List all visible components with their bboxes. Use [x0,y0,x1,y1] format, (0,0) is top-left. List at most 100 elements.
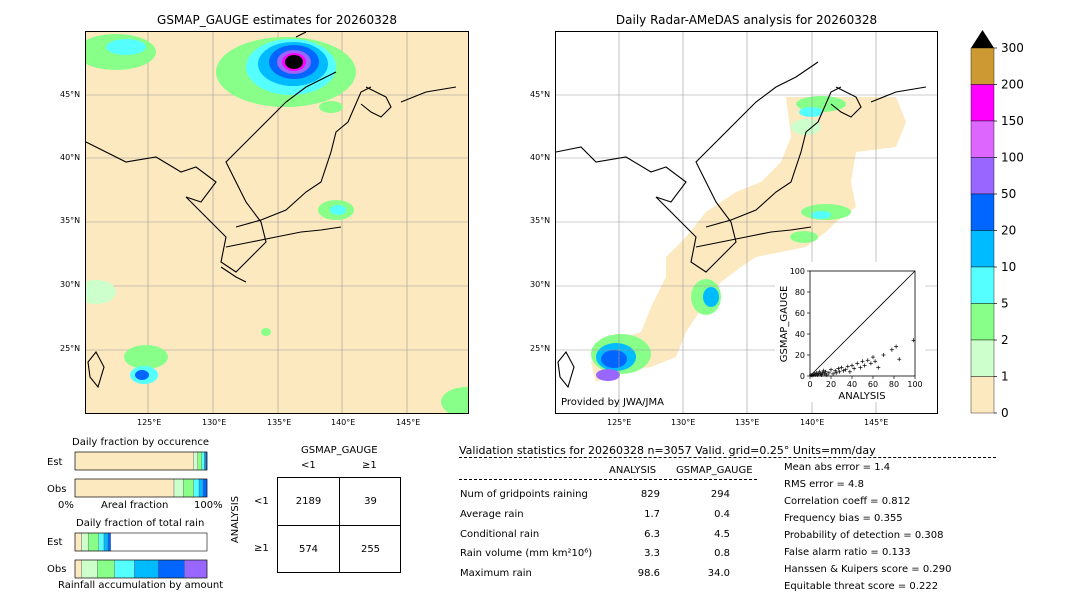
stacked-bar-segment [81,532,89,552]
colorbar-label: 150 [1001,114,1024,128]
left-map-lon-label: 125°E [137,418,162,427]
stat-gsmap: 294 [710,489,730,500]
right-map-lat-label: 25°N [530,344,551,353]
validation-header: Validation statistics for 20260328 n=305… [459,444,876,457]
scatter-point [845,364,850,369]
left-map-lat-label: 25°N [60,344,81,353]
left-map-lon-label: 140°E [331,418,356,427]
scatter-xtick-label: 0 [807,380,812,389]
stacked-bar-segment [98,532,105,552]
stat-gsmap: 0.4 [714,509,730,520]
colorbar-label: 0 [1001,406,1009,418]
scatter-point [820,370,825,375]
occurrence-xmax-label: 100% [194,500,223,511]
scatter-point [868,361,873,366]
right-map-lon-label: 130°E [671,418,696,427]
score-line: RMS error = 4.8 [784,479,864,490]
right-map [555,31,938,414]
scatter-xticks: 0 20 40 60 80 100 [807,376,923,389]
stacked-bar-segment [201,451,205,471]
colorbar-segment [970,84,995,122]
stacked-bar-segment [103,532,109,552]
stacked-bar-segment [74,559,82,579]
colorbar-segment [970,339,995,377]
scatter-point [822,371,827,376]
colorbar-segments [970,47,995,414]
map-credit: Provided by JWA/JMA [561,397,664,408]
scatter-point [836,366,841,371]
scatter-point [847,369,852,374]
col-gsmap-header: GSMAP_GAUGE [676,465,753,476]
score-line: Correlation coeff = 0.812 [784,496,911,507]
scatter-point [814,370,819,375]
stat-analysis: 6.3 [644,529,660,540]
left-map-lat-label: 45°N [60,90,81,99]
right-map-lat-label: 30°N [530,280,551,289]
scatter-point [889,347,894,352]
stacked-bar-frame [74,532,208,552]
stat-label: Rain volume (mm km²10⁶) [460,548,593,559]
occurrence-xmin-label: 0% [58,500,74,511]
contingency-table: 2189 39 574 255 [277,477,401,573]
right-map-lon-label: 140°E [800,418,825,427]
colorbar-label: 10 [1001,260,1016,274]
colorbar: 300 200 150 100 50 20 10 5 2 1 0 [968,28,1028,420]
stat-gsmap: 34.0 [707,568,730,579]
scatter-xlabel: ANALYSIS [838,391,885,402]
stacked-bar-segment [173,478,184,498]
contingency-row-label: <1 [254,496,269,507]
scatter-plot: 0 20 40 60 80 100 0 20 40 60 80 100 ANALYSIS GSMAP… [779,267,923,402]
scatter-xtick-label: 100 [907,380,922,389]
scatter-xtick-label: 20 [826,380,836,389]
colorbar-segment [970,157,995,195]
stat-label: Maximum rain [460,568,532,579]
left-map-lon-label: 130°E [202,418,227,427]
scatter-diagonal [809,270,916,377]
score-line: Frequency bias = 0.355 [784,513,903,524]
colorbar-label: 100 [1001,151,1024,165]
colorbar-label: 20 [1001,224,1016,238]
scatter-point [897,357,902,362]
scatter-ylabel: GSMAP_GAUGE [779,286,790,363]
occurrence-title: Daily fraction by occurence [72,437,210,448]
stat-label: Conditional rain [460,529,540,540]
scatter-point [833,368,838,373]
scatter-point [824,372,829,377]
stacked-bar-frame [74,478,208,498]
stacked-bar-segment [197,451,202,471]
contingency-col-label: ≥1 [362,460,377,471]
colorbar-label: 5 [1001,297,1009,311]
stat-analysis: 3.3 [644,548,660,559]
scatter-xtick-label: 60 [868,380,878,389]
col-analysis-header: ANALYSIS [609,465,657,476]
stat-gsmap: 0.8 [714,548,730,559]
rain-fraction-svg [74,532,208,579]
colorbar-label: 1 [1001,370,1009,384]
left-map-title: GSMAP_GAUGE estimates for 20260328 [157,13,397,27]
stacked-bar-frame [74,451,208,471]
stat-label: Num of gridpoints raining [460,489,588,500]
right-map-lon-label: 135°E [735,418,760,427]
scatter-point [821,368,826,373]
scatter-point [843,367,848,372]
stacked-bar-segment [87,532,99,552]
colorbar-segment [970,193,995,231]
contingency-row-label: ≥1 [254,543,269,554]
right-map-rain [591,96,851,381]
stacked-bar-segment [183,478,194,498]
scatter-point [837,369,842,374]
colorbar-segment [970,47,995,85]
scatter-ytick-label: 60 [795,309,805,318]
score-line: Hanssen & Kuipers score = 0.290 [784,564,952,575]
scatter-ytick-label: 80 [795,288,805,297]
left-map-coastlines [86,32,457,389]
contingency-col-label: <1 [301,460,316,471]
stacked-bar-segment [193,451,198,471]
score-line: False alarm ratio = 0.133 [784,547,911,558]
stacked-bar-segment [184,559,208,579]
scatter-inset: 0 20 40 60 80 100 0 20 40 60 80 100 ANALYSIS GSMAP… [775,262,925,402]
scatter-point [826,370,831,375]
occurrence-xlabel: Areal fraction [101,500,169,511]
stat-label: Average rain [460,509,524,520]
